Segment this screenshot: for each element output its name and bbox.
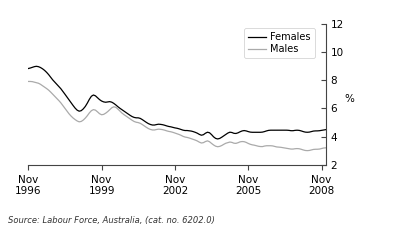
Females (26, 67, 31, 70)
Males (256, 145, 261, 148)
Males (323, 146, 328, 149)
Line: Females: Females (28, 66, 326, 139)
Males (260, 145, 265, 148)
Females (264, 130, 269, 132)
Y-axis label: %: % (344, 94, 354, 104)
Males (105, 110, 110, 113)
Females (191, 130, 196, 133)
Females (236, 131, 241, 134)
Line: Males: Males (28, 81, 326, 151)
Females (107, 100, 112, 103)
Females (34, 65, 39, 68)
Males (305, 149, 310, 152)
Males (189, 137, 194, 140)
Females (215, 138, 220, 140)
Males (231, 142, 236, 145)
Females (323, 128, 328, 131)
Males (121, 113, 126, 116)
Females (260, 131, 265, 133)
Legend: Females, Males: Females, Males (244, 28, 315, 58)
Text: Source: Labour Force, Australia, (cat. no. 6202.0): Source: Labour Force, Australia, (cat. n… (8, 216, 215, 225)
Females (123, 111, 128, 114)
Males (26, 80, 31, 83)
